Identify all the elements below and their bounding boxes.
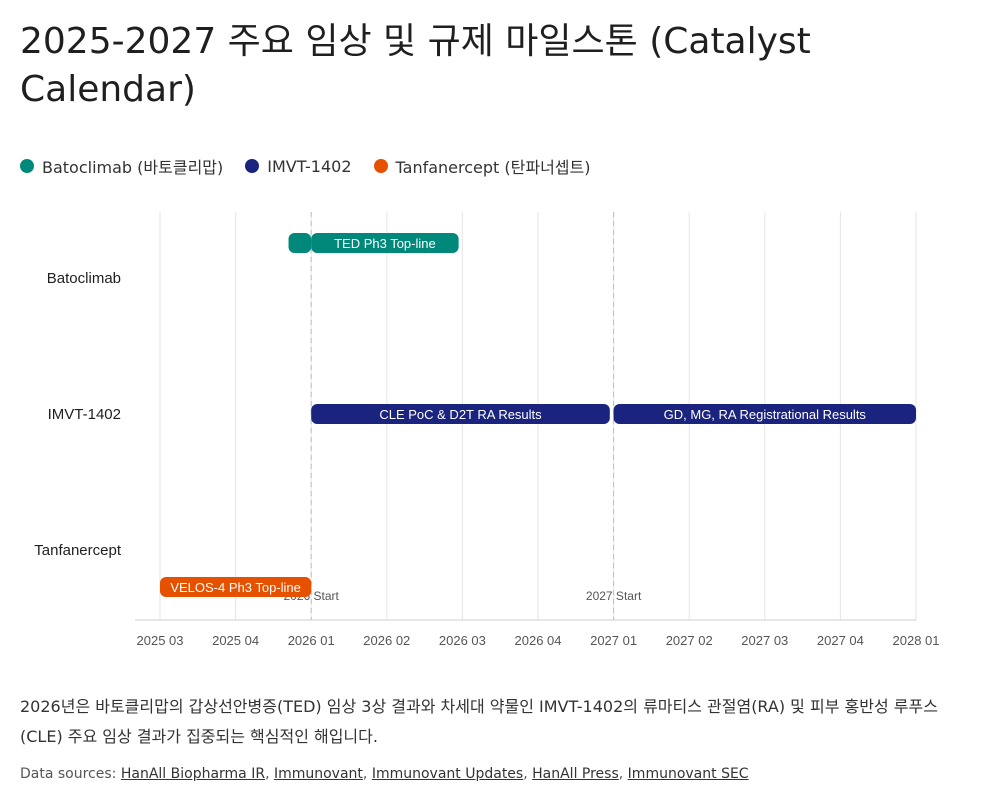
legend-label-imvt-1402: IMVT-1402	[267, 156, 352, 176]
source-link-immunovant-sec[interactable]: Immunovant SEC	[627, 766, 749, 782]
gantt-bar[interactable]	[311, 404, 610, 424]
row-label: IMVT-1402	[48, 406, 121, 423]
legend-label-tanfanercept: Tanfanercept (탄파너셉트)	[395, 158, 591, 177]
legend-dot-tanfanercept	[373, 159, 388, 173]
year-start-label: 2027 Start	[586, 589, 642, 603]
row-label: Batoclimab	[47, 270, 121, 287]
x-tick-label: 2027 02	[666, 633, 713, 648]
x-tick-label: 2027 01	[590, 633, 637, 648]
gantt-bar[interactable]	[288, 233, 312, 253]
gantt-bar[interactable]	[160, 577, 312, 597]
x-tick-label: 2028 01	[893, 633, 940, 648]
source-link-hanall-ir[interactable]: HanAll Biopharma IR	[120, 766, 266, 782]
x-tick-label: 2026 01	[288, 633, 335, 648]
x-tick-label: 2026 03	[439, 633, 486, 648]
x-tick-label: 2025 03	[137, 633, 184, 648]
source-link-hanall-press[interactable]: HanAll Press	[532, 766, 619, 782]
x-tick-label: 2027 03	[741, 633, 788, 648]
chart-title: 2025-2027 주요 임상 및 규제 마일스톤 (Catalyst Cale…	[20, 21, 811, 110]
source-link-immunovant[interactable]: Immunovant	[273, 766, 363, 782]
source-link-immunovant-updates[interactable]: Immunovant Updates	[371, 766, 524, 782]
sources-prefix: Data sources:	[20, 766, 121, 782]
bar-label: VELOS-4 Ph3 Top-line	[170, 580, 301, 595]
bar-label: TED Ph3 Top-line	[334, 236, 436, 251]
x-tick-label: 2025 04	[212, 633, 259, 648]
legend-dot-imvt-1402	[245, 159, 260, 173]
legend-item-tanfanercept[interactable]: Tanfanercept (탄파너셉트)	[373, 154, 591, 178]
legend-label-batoclimab: Batoclimab (바토클리맙)	[42, 158, 224, 177]
summary-text: 2026년은 바토클리맙의 갑상선안병증(TED) 임상 3상 결과와 차세대 …	[20, 697, 938, 746]
x-tick-label: 2027 04	[817, 633, 864, 648]
legend-item-batoclimab[interactable]: Batoclimab (바토클리맙)	[20, 154, 223, 178]
legend-dot-batoclimab	[20, 159, 34, 173]
gantt-bar[interactable]	[311, 233, 459, 253]
legend: Batoclimab (바토클리맙) IMVT-1402 Tanfanercep…	[20, 154, 590, 178]
data-sources: Data sources: HanAll Biopharma IR, Immun…	[20, 766, 749, 782]
gantt-bar[interactable]	[613, 404, 916, 424]
x-tick-label: 2026 02	[363, 633, 410, 648]
row-label: Tanfanercept	[34, 542, 122, 559]
x-tick-label: 2026 04	[515, 633, 562, 648]
bar-label: GD, MG, RA Registrational Results	[664, 407, 867, 422]
bar-label: CLE PoC & D2T RA Results	[379, 407, 542, 422]
legend-item-imvt-1402[interactable]: IMVT-1402	[245, 156, 352, 176]
